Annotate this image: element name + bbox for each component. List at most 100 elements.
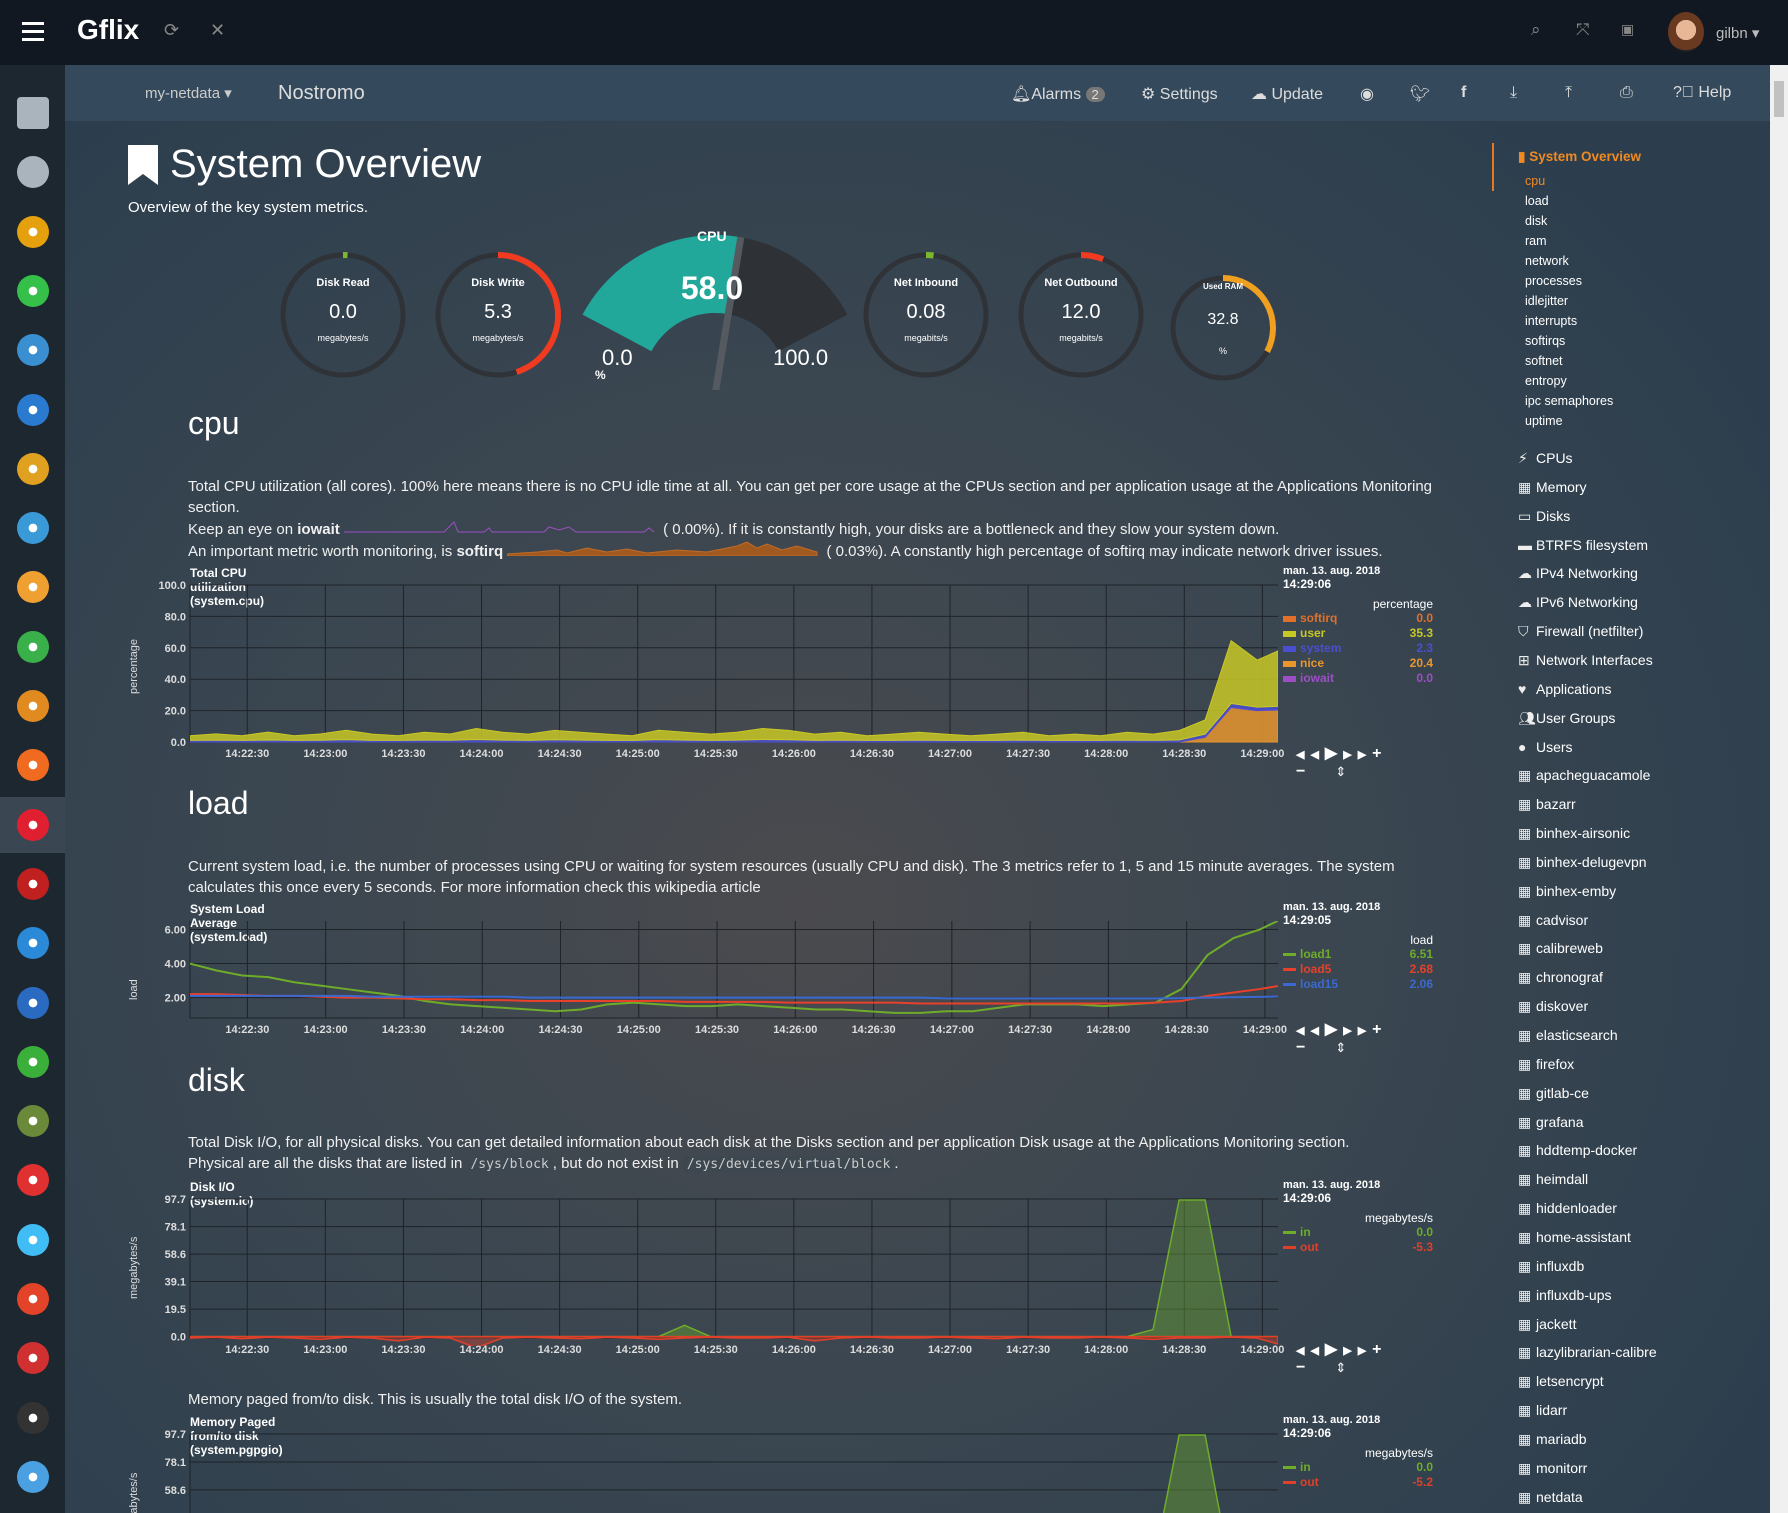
grafana-icon[interactable] <box>17 749 49 782</box>
nav-item-ipv6-networking[interactable]: ☁ IPv6 Networking <box>1518 594 1638 611</box>
nav-item-jackett[interactable]: ▦ jackett <box>1518 1316 1576 1333</box>
nav-item-home-assistant[interactable]: ▦ home-assistant <box>1518 1229 1631 1246</box>
help-button[interactable]: ?⃝ Help <box>1673 84 1731 102</box>
app-title[interactable]: Gflix <box>77 14 140 45</box>
legend-item-softirq[interactable]: softirq 0.0 <box>1283 611 1433 626</box>
unifi-icon[interactable] <box>17 1045 49 1078</box>
user-menu[interactable]: gilbn ▾ <box>1716 25 1760 42</box>
nav-item-cpus[interactable]: ⚡︎ CPUs <box>1518 450 1573 467</box>
nav-item-disks[interactable]: ▭ Disks <box>1518 508 1570 525</box>
nav-item-hiddenloader[interactable]: ▦ hiddenloader <box>1518 1200 1617 1217</box>
nav-item-applications[interactable]: ♥ Applications <box>1518 681 1612 697</box>
nav-item-firewall-netfilter-[interactable]: ⛉ Firewall (netfilter) <box>1518 623 1643 640</box>
nav-sub-softirqs[interactable]: softirqs <box>1525 334 1566 348</box>
host-menu[interactable]: my-netdata ▾ <box>145 85 232 102</box>
green-circle-icon[interactable] <box>17 630 49 663</box>
legend-item-load15[interactable]: load15 2.06 <box>1283 977 1433 992</box>
nav-item-users[interactable]: ● Users <box>1518 739 1573 755</box>
host-name[interactable]: Nostromo <box>278 82 365 104</box>
legend-item-load1[interactable]: load1 6.51 <box>1283 947 1433 962</box>
nav-item-hddtemp-docker[interactable]: ▦ hddtemp-docker <box>1518 1142 1637 1159</box>
home-assistant-icon[interactable] <box>17 1223 49 1256</box>
legend-item-nice[interactable]: nice 20.4 <box>1283 656 1433 671</box>
zoom-in-icon[interactable]: + <box>1372 745 1388 762</box>
nav-item-btrfs-filesystem[interactable]: ▬ BTRFS filesystem <box>1518 537 1648 553</box>
deluge-icon[interactable] <box>17 867 49 900</box>
nav-item-network-interfaces[interactable]: ⊞ Network Interfaces <box>1518 652 1653 669</box>
hamburger-menu-icon[interactable] <box>22 22 44 42</box>
nav-sub-softnet[interactable]: softnet <box>1525 354 1563 368</box>
legend-item-user[interactable]: user 35.3 <box>1283 626 1433 641</box>
nav-sub-ipc-semaphores[interactable]: ipc semaphores <box>1525 394 1614 408</box>
github-icon[interactable]: ◉ <box>1360 86 1374 103</box>
nextcloud-icon[interactable] <box>17 927 49 960</box>
nav-item-ipv4-networking[interactable]: ☁ IPv4 Networking <box>1518 565 1638 582</box>
nav-sub-idlejitter[interactable]: idlejitter <box>1525 294 1569 308</box>
nav-item-monitorr[interactable]: ▦ monitorr <box>1518 1460 1587 1477</box>
play-icon[interactable]: ▶ <box>1324 1341 1344 1358</box>
nav-item-binhex-emby[interactable]: ▦ binhex-emby <box>1518 883 1616 900</box>
nav-sub-entropy[interactable]: entropy <box>1525 374 1567 388</box>
radarr-like-icon[interactable] <box>17 571 49 604</box>
nav-item-user-groups[interactable]: 👥︎User Groups <box>1518 710 1615 727</box>
nav-item-lidarr[interactable]: ▦ lidarr <box>1518 1402 1567 1419</box>
legend-item-out[interactable]: out -5.2 <box>1283 1475 1433 1490</box>
legend-item-in[interactable]: in 0.0 <box>1283 1460 1433 1475</box>
nav-item-firefox[interactable]: ▦ firefox <box>1518 1056 1574 1073</box>
lock-icon[interactable]: ▣ <box>1621 21 1635 37</box>
lazy-icon[interactable] <box>17 1401 49 1434</box>
books-icon[interactable] <box>17 334 49 367</box>
nav-sub-load[interactable]: load <box>1525 194 1549 208</box>
zoom-in-icon[interactable]: + <box>1372 1021 1388 1038</box>
pan-right-icon[interactable]: ▶▶ <box>1343 1025 1373 1037</box>
nav-item-elasticsearch[interactable]: ▦ elasticsearch <box>1518 1027 1618 1044</box>
magnet-icon[interactable] <box>17 986 49 1019</box>
emby-like-icon[interactable] <box>17 512 49 545</box>
legend-item-out[interactable]: out -5.3 <box>1283 1240 1433 1255</box>
facebook-icon[interactable]: f <box>1461 84 1467 101</box>
nav-sub-disk[interactable]: disk <box>1525 214 1548 228</box>
resize-icon[interactable]: ⇕ <box>1335 764 1353 779</box>
upload-icon[interactable]: ⤒ <box>1565 84 1573 101</box>
nav-sub-network[interactable]: network <box>1525 254 1569 268</box>
nav-item-influxdb-ups[interactable]: ▦ influxdb-ups <box>1518 1287 1612 1304</box>
download-icon[interactable]: ⤓ <box>1510 84 1518 101</box>
legend-item-system[interactable]: system 2.3 <box>1283 641 1433 656</box>
pan-left-icon[interactable]: ◀◀ <box>1296 1345 1325 1357</box>
zoom-in-icon[interactable]: + <box>1372 1341 1388 1358</box>
print-icon[interactable]: ⎙ <box>1620 84 1633 101</box>
pan-left-icon[interactable]: ◀◀ <box>1296 1025 1325 1037</box>
drop-icon[interactable] <box>17 1460 49 1493</box>
nav-item-memory[interactable]: ▦ Memory <box>1518 479 1587 496</box>
zoom-out-icon[interactable]: − <box>1296 1039 1312 1056</box>
legend-item-load5[interactable]: load5 2.68 <box>1283 962 1433 977</box>
resize-icon[interactable]: ⇕ <box>1335 1360 1353 1375</box>
nav-item-lazylibrarian-calibre[interactable]: ▦ lazylibrarian-calibre <box>1518 1344 1657 1361</box>
alarms-button[interactable]: 🔔︎Alarms 2 <box>1011 84 1105 104</box>
resize-icon[interactable]: ⇕ <box>1335 1040 1353 1055</box>
scrollbar-thumb[interactable] <box>1774 81 1784 117</box>
scrollbar[interactable] <box>1770 65 1788 1513</box>
plex-icon[interactable] <box>17 215 49 248</box>
nav-item-binhex-airsonic[interactable]: ▦ binhex-airsonic <box>1518 825 1630 842</box>
nav-item-grafana[interactable]: ▦ grafana <box>1518 1114 1583 1131</box>
pan-left-icon[interactable]: ◀◀ <box>1296 749 1325 761</box>
nav-item-influxdb[interactable]: ▦ influxdb <box>1518 1258 1584 1275</box>
nav-sub-cpu[interactable]: cpu <box>1525 174 1546 188</box>
nav-sub-interrupts[interactable]: interrupts <box>1525 314 1578 328</box>
sickrage-icon[interactable] <box>17 1105 49 1138</box>
nav-sub-processes[interactable]: processes <box>1525 274 1582 288</box>
network-icon[interactable] <box>17 690 49 722</box>
nav-sub-uptime[interactable]: uptime <box>1525 414 1563 428</box>
toggle-icon[interactable] <box>17 1164 49 1197</box>
settings-button[interactable]: ⚙ Settings <box>1141 84 1218 104</box>
reload-icon[interactable]: ⟳ <box>164 20 180 40</box>
legend-item-in[interactable]: in 0.0 <box>1283 1225 1433 1240</box>
nav-item-chronograf[interactable]: ▦ chronograf <box>1518 969 1603 986</box>
nav-sub-ram[interactable]: ram <box>1525 234 1547 248</box>
nav-item-diskover[interactable]: ▦ diskover <box>1518 998 1588 1015</box>
